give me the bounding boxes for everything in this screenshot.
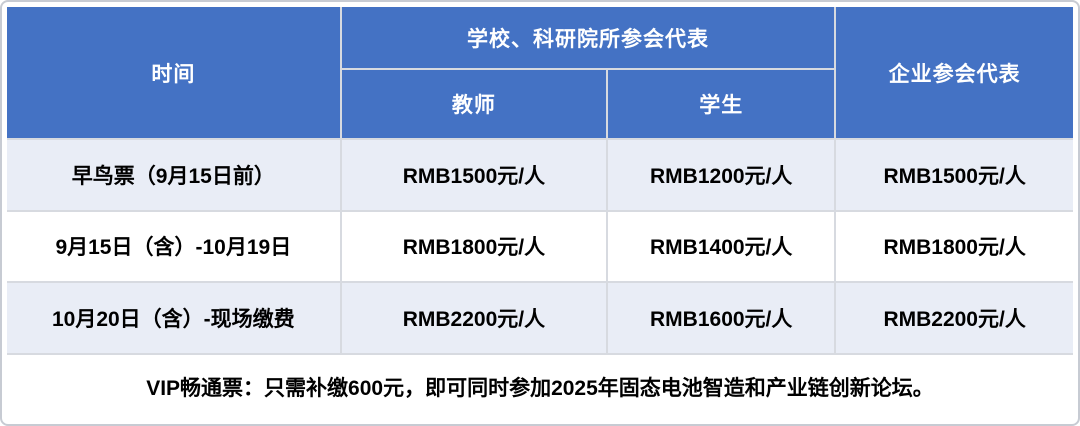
table-row-onsite: 10月20日（含）-现场缴费 RMB2200元/人 RMB1600元/人 RMB… — [6, 281, 1074, 355]
column-header-enterprise: 企业参会代表 — [834, 6, 1074, 140]
cell-student-price: RMB1600元/人 — [606, 281, 837, 355]
column-header-student: 学生 — [606, 68, 837, 140]
cell-student-price: RMB1400元/人 — [606, 209, 837, 284]
cell-teacher-price: RMB1500元/人 — [339, 138, 609, 212]
conference-pricing-table: 时间 学校、科研院所参会代表 企业参会代表 教师 学生 早鸟票（9月15日前） … — [6, 6, 1074, 421]
cell-enterprise-price: RMB1800元/人 — [834, 209, 1074, 284]
table-footer-row: VIP畅通票：只需补缴600元，即可同时参加2025年固态电池智造和产业链创新论… — [6, 352, 1074, 421]
table-row-early-bird: 早鸟票（9月15日前） RMB1500元/人 RMB1200元/人 RMB150… — [6, 138, 1074, 212]
cell-period: 9月15日（含）-10月19日 — [6, 209, 342, 284]
table-header: 时间 学校、科研院所参会代表 企业参会代表 教师 学生 — [6, 6, 1074, 140]
cell-teacher-price: RMB2200元/人 — [339, 281, 609, 355]
vip-note: VIP畅通票：只需补缴600元，即可同时参加2025年固态电池智造和产业链创新论… — [6, 352, 1074, 421]
cell-teacher-price: RMB1800元/人 — [339, 209, 609, 284]
cell-enterprise-price: RMB1500元/人 — [834, 138, 1074, 212]
table-row-regular: 9月15日（含）-10月19日 RMB1800元/人 RMB1400元/人 RM… — [6, 209, 1074, 284]
cell-enterprise-price: RMB2200元/人 — [834, 281, 1074, 355]
cell-period: 早鸟票（9月15日前） — [6, 138, 342, 212]
column-header-time: 时间 — [6, 6, 342, 140]
column-header-teacher: 教师 — [339, 68, 609, 140]
cell-student-price: RMB1200元/人 — [606, 138, 837, 212]
table-body: 早鸟票（9月15日前） RMB1500元/人 RMB1200元/人 RMB150… — [6, 138, 1074, 421]
column-header-academic-group: 学校、科研院所参会代表 — [339, 6, 837, 70]
cell-period: 10月20日（含）-现场缴费 — [6, 281, 342, 355]
